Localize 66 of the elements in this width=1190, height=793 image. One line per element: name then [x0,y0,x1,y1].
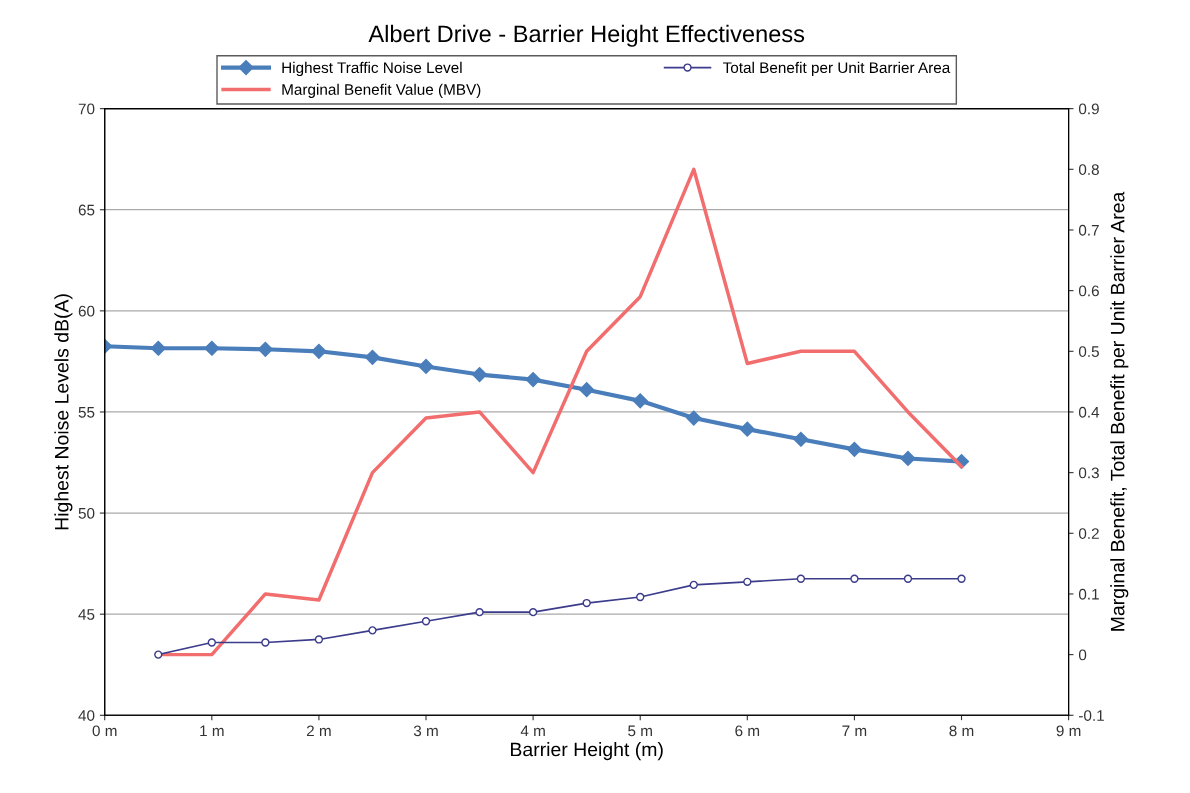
point [150,340,166,356]
point [686,410,702,426]
point [314,635,324,644]
point [850,574,859,583]
legend-label: Marginal Benefit Value (MBV) [282,83,481,98]
point [689,580,698,590]
point [368,626,377,635]
point [421,617,431,626]
y-tick-label: 40 [78,710,95,721]
y-tick-label: 60 [78,305,95,317]
point [525,372,541,388]
y-tick-label: 50 [78,507,95,519]
legend-label: Highest Traffic Noise Level [282,61,462,77]
point [796,574,806,583]
point [471,366,488,383]
point [528,607,538,617]
y-tick-label: 45 [78,609,95,620]
x-tick-label: 4 m [520,725,545,737]
point [900,450,916,467]
point [957,574,966,583]
y2-tick-label: -0.1 [1079,710,1104,721]
x-tick-label: 5 m [628,725,652,737]
x-axis-title: Barrier Height (m) [511,742,663,761]
x-tick-label: 9 m [1056,725,1081,737]
y2-axis-title: Marginal Benefit, Total Benefit per Unit Barrier Area [1110,191,1129,631]
y2-tick-label: 0.4 [1078,406,1100,418]
point [846,441,862,457]
point [743,577,752,586]
legend-label: Total Benefit per Unit Barrier Area [723,61,951,77]
point [311,343,327,359]
point [632,393,648,409]
chart-title: Albert Drive - Barrier Height Effectiveness [368,24,805,47]
y-tick-label: 70 [78,103,95,115]
point [261,638,270,647]
point [475,607,484,617]
y2-tick-label: 0.1 [1078,588,1099,600]
point [636,592,645,602]
y2-tick-label: 0.8 [1078,164,1099,175]
x-tick-label: 0 m [92,725,117,737]
x-tick-label: 1 m [200,725,224,737]
x-tick-label: 3 m [413,725,438,737]
point [207,638,216,647]
point [418,358,434,375]
y2-tick-label: 0.3 [1078,467,1099,479]
point [903,574,913,583]
y2-tick-label: 0.5 [1078,346,1099,357]
y2-tick-label: 0.9 [1078,103,1099,115]
x-tick-label: 7 m [842,725,867,737]
point [793,431,809,447]
x-tick-label: 6 m [735,725,760,737]
point [204,340,220,356]
y2-tick-label: 0.6 [1078,285,1099,297]
x-tick-label: 2 m [306,725,331,737]
y-tick-label: 55 [78,406,95,418]
point [579,382,595,398]
x-tick-label: 8 m [949,725,974,737]
y-tick-label: 65 [78,204,95,216]
y2-tick-label: 0.2 [1078,528,1099,539]
y2-tick-label: 0.7 [1078,224,1099,236]
point [257,341,273,357]
point [582,598,591,608]
y2-tick-label: 0 [1078,649,1087,661]
point [739,421,755,437]
y-axis-title: Highest Noise Levels dB(A) [54,294,73,530]
point [154,650,163,659]
point [364,349,381,365]
